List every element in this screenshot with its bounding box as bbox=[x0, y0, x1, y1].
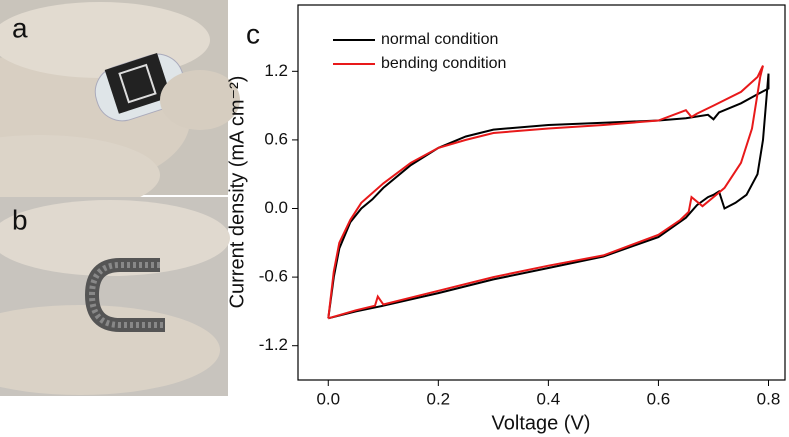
x-tick-label: 0.0 bbox=[316, 389, 340, 408]
x-tick-label: 0.8 bbox=[757, 389, 781, 408]
y-tick-label: -1.2 bbox=[259, 335, 288, 354]
panel-label: a bbox=[12, 12, 28, 43]
y-tick-label: -0.6 bbox=[259, 267, 288, 286]
panel-label: c bbox=[246, 18, 260, 49]
x-axis-label: Voltage (V) bbox=[492, 412, 591, 434]
photo-b bbox=[0, 197, 230, 396]
panel-label: b bbox=[12, 204, 28, 235]
data-line bbox=[327, 65, 764, 320]
plot-frame bbox=[297, 4, 786, 381]
y-tick-label: 0.0 bbox=[264, 198, 288, 217]
legend-label: bending condition bbox=[381, 55, 506, 72]
x-tick-label: 0.2 bbox=[427, 389, 451, 408]
legend-label: normal condition bbox=[381, 31, 498, 48]
y-tick-label: 0.6 bbox=[264, 129, 288, 148]
photo-a bbox=[0, 0, 240, 215]
x-tick-label: 0.4 bbox=[537, 389, 561, 408]
y-tick-label: 1.2 bbox=[264, 61, 288, 80]
data-line bbox=[327, 73, 770, 320]
x-tick-label: 0.6 bbox=[647, 389, 671, 408]
y-axis-label: Current density (mA cm⁻²) bbox=[226, 76, 248, 309]
